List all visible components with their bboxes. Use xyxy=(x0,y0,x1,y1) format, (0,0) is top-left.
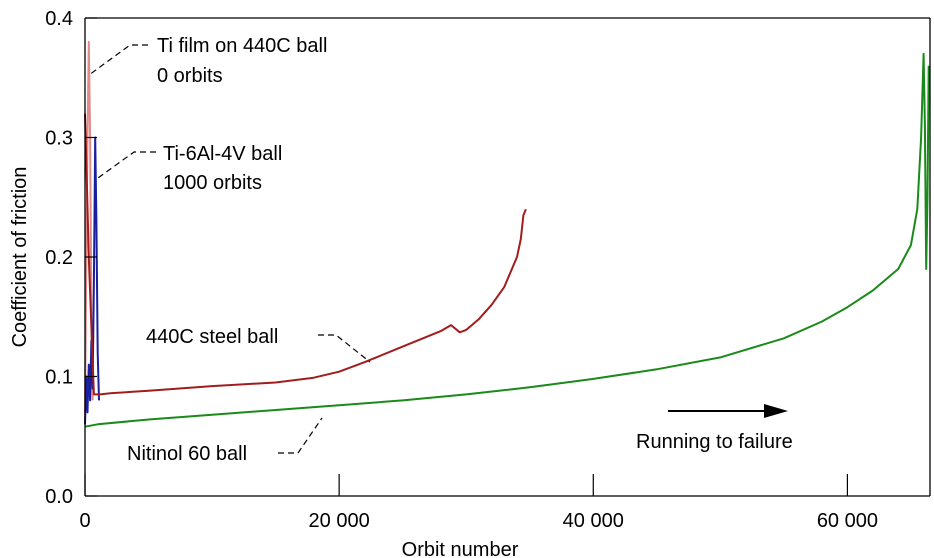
annotation-nitinol-leader xyxy=(278,417,323,454)
annotation-440c-label: 440C steel ball xyxy=(146,326,278,348)
x-tick-label-1: 20 000 xyxy=(309,510,370,532)
axes xyxy=(84,17,931,497)
y-tick-label-2: 0.2 xyxy=(45,247,73,269)
annotation-ti-film-line1: Ti film on 440C ball xyxy=(157,35,327,57)
annotation-ti-film: Ti film on 440C ball 0 orbits xyxy=(88,35,327,87)
x-axis-label: Orbit number xyxy=(402,539,519,558)
series-line-3 xyxy=(84,52,930,428)
annotation-440c-leader xyxy=(318,334,371,363)
series-line-2 xyxy=(84,113,527,396)
x-tick-label-3: 60 000 xyxy=(817,510,878,532)
y-tick-label-0: 0.0 xyxy=(45,486,73,508)
annotation-440c: 440C steel ball xyxy=(146,326,371,363)
plot-series xyxy=(84,40,930,428)
annotation-ti6al4v: Ti-6Al-4V ball 1000 orbits xyxy=(97,143,282,194)
y-axis-label: Coefficient of friction xyxy=(9,167,31,348)
annotation-nitinol: Nitinol 60 ball xyxy=(127,417,323,465)
y-tick-label-3: 0.3 xyxy=(45,128,73,150)
annotation-ti-film-line2: 0 orbits xyxy=(157,65,223,87)
x-tick-label-2: 40 000 xyxy=(563,510,624,532)
annotation-ti-film-leader xyxy=(88,44,148,76)
annotation-nitinol-label: Nitinol 60 ball xyxy=(127,443,247,465)
x-tick-label-0: 0 xyxy=(79,510,90,532)
y-tick-label-1: 0.1 xyxy=(45,367,73,389)
annotation-running-to-failure: Running to failure xyxy=(636,404,793,453)
y-tick-label-4: 0.4 xyxy=(45,8,73,30)
failure-arrow-head xyxy=(764,404,788,418)
ticks: 0 20 000 40 000 60 000 0.0 0.1 0.2 0.3 0.4 xyxy=(45,8,878,532)
annotation-ti6al4v-line2: 1000 orbits xyxy=(163,172,262,194)
annotation-ti6al4v-line1: Ti-6Al-4V ball xyxy=(163,143,282,165)
annotation-ti6al4v-leader xyxy=(97,151,156,179)
annotation-running-to-failure-label: Running to failure xyxy=(636,431,793,453)
